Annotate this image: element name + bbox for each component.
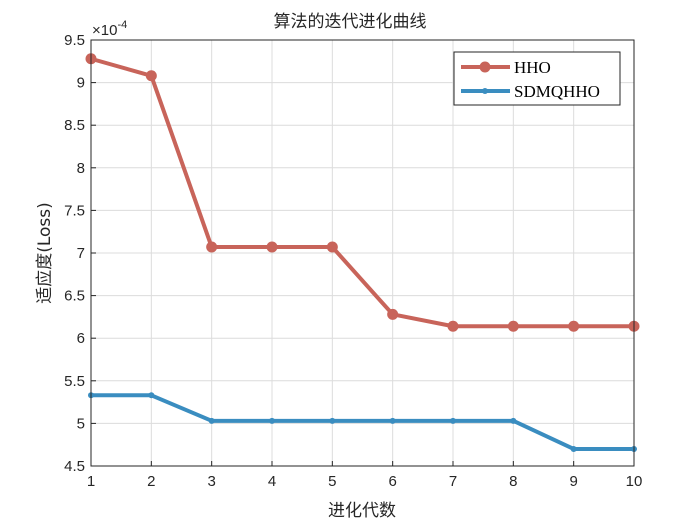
y-tick-label: 7	[77, 245, 85, 262]
x-tick-label: 7	[449, 473, 457, 490]
legend-sdmqhho-label: SDMQHHO	[514, 82, 600, 101]
y-tick-label: 5.5	[64, 373, 85, 390]
data-point-hho	[266, 241, 278, 253]
x-tick-label: 1	[87, 473, 95, 490]
y-tick-label: 9.5	[64, 32, 85, 49]
data-point-hho	[447, 320, 459, 332]
legend-hho-label: HHO	[514, 58, 551, 77]
legend-hho-marker	[479, 61, 491, 73]
series-lines	[85, 53, 640, 452]
series-line-hho	[90, 56, 634, 329]
data-point-sdmqhho	[570, 445, 577, 452]
y-tick-label: 7.5	[64, 202, 85, 219]
data-point-sdmqhho	[450, 417, 456, 424]
data-point-hho	[145, 70, 157, 82]
axis-ticks: 1 2 3 4 5 6 7 8 9 10 4.5 5 5.5 6 6.5 7 7.5 8 8.5 9 9.5	[64, 32, 642, 490]
x-tick-label: 9	[569, 473, 577, 490]
y-axis-label: 适应度(Loss)	[35, 202, 55, 304]
data-point-hho	[387, 308, 399, 320]
y-tick-label: 5	[77, 415, 85, 432]
chart-title: 算法的迭代进化曲线	[274, 12, 427, 32]
x-tick-label: 3	[207, 473, 215, 490]
legend-box	[453, 51, 621, 106]
x-tick-label: 10	[626, 473, 643, 490]
x-tick-label: 4	[268, 473, 276, 490]
legend-sdmqhho-marker	[482, 88, 488, 94]
data-point-hho	[507, 320, 519, 332]
data-point-sdmqhho	[329, 417, 336, 424]
x-tick-label: 8	[509, 473, 517, 490]
x-tick-label: 6	[388, 473, 396, 490]
data-point-sdmqhho	[389, 417, 396, 424]
x-tick-label: 2	[147, 473, 155, 490]
x-axis-label: 进化代数	[328, 501, 396, 521]
data-point-sdmqhho	[510, 417, 517, 424]
series-line-sdmqhho	[91, 393, 634, 451]
y-tick-label: 8.5	[64, 117, 85, 134]
y-tick-label: 6.5	[64, 288, 85, 305]
y-tick-label: 6	[77, 330, 85, 347]
data-point-hho	[568, 320, 580, 332]
x-tick-label: 5	[328, 473, 336, 490]
y-tick-label: 8	[77, 160, 85, 177]
y-exponent-label: ×10-4	[92, 19, 127, 39]
data-point-sdmqhho	[148, 392, 155, 399]
data-point-sdmqhho	[269, 417, 275, 424]
data-point-hho	[326, 241, 338, 253]
y-tick-label: 9	[77, 75, 85, 92]
legend: HHO SDMQHHO	[453, 51, 621, 106]
y-tick-label: 4.5	[64, 458, 85, 475]
data-point-sdmqhho	[208, 417, 215, 424]
data-point-hho	[206, 241, 218, 253]
